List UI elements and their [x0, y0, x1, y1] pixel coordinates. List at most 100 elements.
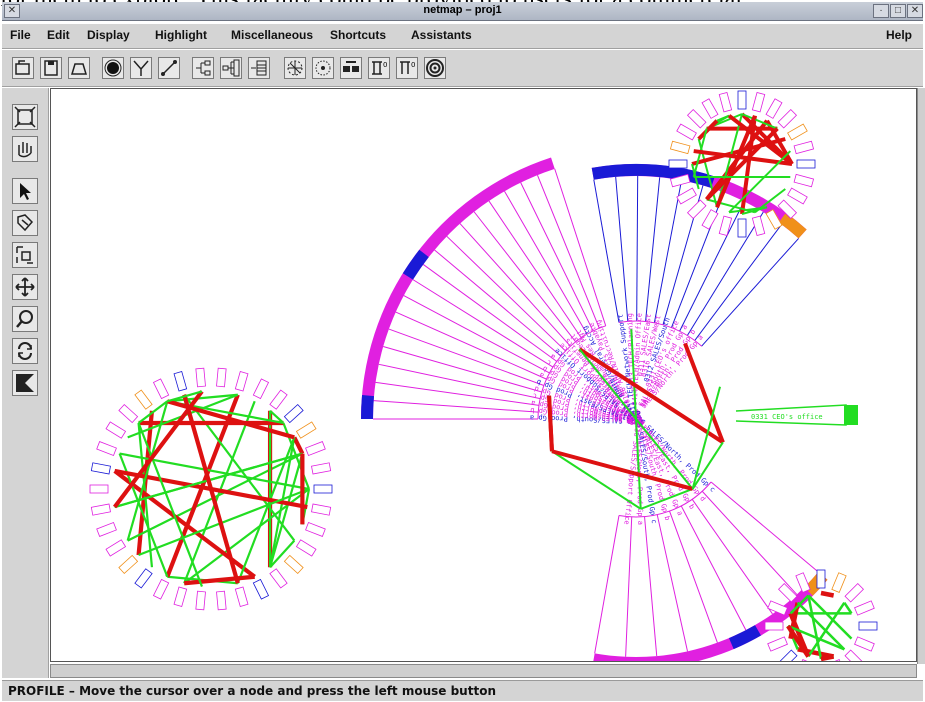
cluster-node — [764, 621, 784, 631]
cluster-node — [216, 367, 227, 388]
close-icon[interactable]: ✕ — [907, 4, 923, 18]
cluster-node — [718, 91, 733, 113]
pan-hand-icon[interactable] — [12, 136, 38, 162]
split-icon[interactable] — [340, 57, 362, 79]
menu-file[interactable]: File — [10, 28, 31, 42]
sector-spoke — [686, 211, 764, 336]
save-icon[interactable] — [40, 57, 62, 79]
zoom-box-icon[interactable] — [12, 242, 38, 268]
menu-display[interactable]: Display — [87, 28, 130, 42]
cluster-link — [807, 595, 823, 660]
radar-icon[interactable] — [284, 57, 306, 79]
window-menu-icon[interactable]: ✕ — [4, 4, 20, 18]
vertical-scrollbar[interactable] — [917, 88, 925, 664]
cluster-node — [787, 187, 808, 205]
layout-grid-icon[interactable] — [248, 57, 270, 79]
hub-link — [683, 342, 725, 444]
sector-spoke — [691, 498, 773, 615]
line-icon[interactable] — [158, 57, 180, 79]
menu-help[interactable]: Help — [886, 28, 913, 42]
sector-spoke — [554, 168, 607, 326]
layout-hier-icon[interactable] — [220, 57, 242, 79]
cluster-node — [765, 98, 783, 119]
sector-spoke — [701, 490, 798, 595]
fit-view-icon[interactable] — [12, 104, 38, 130]
menu-shortcuts[interactable]: Shortcuts — [330, 28, 387, 42]
cluster-node — [854, 636, 875, 652]
cluster-node — [311, 462, 332, 475]
node-label: 0331 CEO's office — [751, 413, 823, 421]
cluster-node — [701, 209, 719, 230]
status-bar: PROFILE – Move the cursor over a node an… — [2, 680, 923, 701]
menu-highlight[interactable]: Highlight — [155, 28, 207, 42]
cluster-node — [118, 403, 139, 424]
select-icon[interactable] — [12, 210, 38, 236]
cluster-node — [751, 215, 766, 237]
cluster-link — [728, 150, 792, 214]
node-icon[interactable] — [102, 57, 124, 79]
filter-icon[interactable]: 0 — [368, 57, 390, 79]
sector-rim — [778, 212, 807, 239]
link-icon[interactable] — [130, 57, 152, 79]
network-canvas[interactable]: 0221 SALES/South, Prod Gp a 0218 SALES/No… — [50, 88, 917, 662]
cluster-node — [854, 600, 875, 616]
cluster-node — [152, 378, 170, 400]
expand-icon[interactable]: 0 — [396, 57, 418, 79]
cluster-link — [807, 594, 853, 640]
slice-icon[interactable] — [12, 370, 38, 396]
cluster-link — [741, 113, 778, 130]
menu-miscellaneous[interactable]: Miscellaneous — [231, 28, 314, 42]
sector-spoke — [434, 249, 562, 357]
rotate-icon[interactable] — [12, 338, 38, 364]
cluster-node — [668, 159, 688, 169]
toolbar: 0 0 — [2, 50, 923, 87]
sector-rim — [728, 625, 761, 650]
cluster-link — [137, 422, 203, 587]
hub-link — [551, 449, 694, 491]
move-icon[interactable] — [12, 274, 38, 300]
cluster-node — [686, 108, 707, 129]
cluster-node — [90, 462, 111, 475]
cluster-node — [252, 578, 270, 600]
menu-edit[interactable]: Edit — [47, 28, 70, 42]
cluster-node — [283, 554, 304, 575]
cluster-node — [787, 123, 808, 141]
cluster-node — [686, 199, 707, 220]
cluster-icon[interactable] — [312, 57, 334, 79]
cluster-node — [195, 590, 206, 611]
cluster-link — [182, 394, 240, 584]
sector-spoke — [378, 363, 541, 400]
cluster-node — [737, 90, 747, 110]
sector-spoke — [679, 201, 745, 332]
cluster-link — [706, 198, 756, 214]
cluster-link — [715, 114, 757, 209]
zoom-icon[interactable] — [12, 306, 38, 332]
horizontal-scrollbar[interactable] — [50, 664, 917, 678]
pointer-icon[interactable] — [12, 178, 38, 204]
print-icon[interactable] — [68, 57, 90, 79]
cluster-node — [134, 568, 153, 589]
minimize-icon[interactable]: · — [873, 4, 889, 18]
cluster-node — [777, 199, 798, 220]
sector-spoke — [422, 264, 558, 362]
maximize-icon[interactable]: □ — [890, 4, 906, 18]
sector-spoke — [459, 223, 571, 347]
sector-spoke — [520, 182, 594, 332]
cluster-node — [311, 503, 332, 516]
cluster-link — [112, 390, 204, 509]
sector-spoke — [656, 514, 689, 652]
layout-tree-icon[interactable] — [192, 57, 214, 79]
cluster-node — [793, 140, 815, 155]
cluster-link — [741, 206, 768, 215]
cluster-node — [173, 371, 188, 392]
open-icon[interactable] — [12, 57, 34, 79]
cluster-node — [765, 209, 783, 230]
menu-assistants[interactable]: Assistants — [411, 28, 472, 42]
target-icon[interactable] — [424, 57, 446, 79]
sector-spoke — [594, 515, 620, 654]
cluster-node — [669, 173, 691, 188]
cluster-node — [118, 554, 139, 575]
sector-spoke — [446, 235, 566, 352]
cluster-link — [269, 453, 304, 568]
